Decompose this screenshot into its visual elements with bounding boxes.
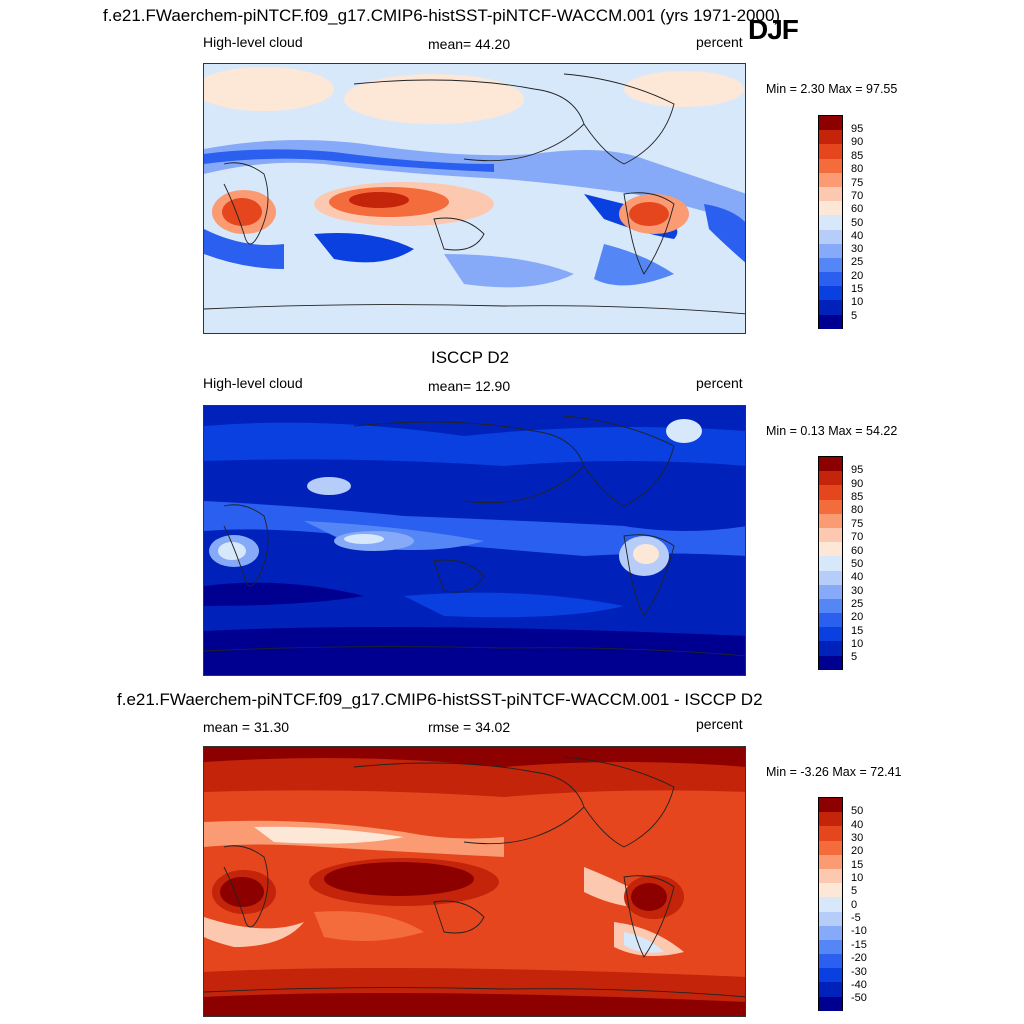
panel3-minmax: Min = -3.26 Max = 72.41 — [766, 765, 902, 779]
panel1-units-label: percent — [696, 34, 743, 50]
panel3-mean-label: mean = 31.30 — [203, 719, 290, 735]
panel1-colorbar-tick: 50 — [851, 217, 864, 229]
panel3-colorbar — [818, 797, 843, 1011]
panel2-colorbar-tick: 30 — [851, 585, 864, 597]
panel2-mean-label: mean= 12.90 — [428, 378, 511, 394]
panel1-colorbar-tick: 5 — [851, 310, 858, 322]
panel1-minmax: Min = 2.30 Max = 97.55 — [766, 82, 898, 96]
panel2-colorbar-tick: 20 — [851, 611, 864, 623]
panel2-colorbar-tick: 85 — [851, 491, 864, 503]
panel2-colorbar-tick: 75 — [851, 518, 864, 530]
panel1-colorbar-tick: 80 — [851, 163, 864, 175]
panel2-colorbar-tick: 15 — [851, 625, 864, 637]
panel3-colorbar-tick: 0 — [851, 899, 858, 911]
panel1-colorbar-tick: 15 — [851, 283, 864, 295]
panel3-colorbar-tick: 15 — [851, 859, 864, 871]
panel1-colorbar-tick: 90 — [851, 136, 864, 148]
panel1-variable-label: High-level cloud — [203, 34, 303, 50]
panel2-map — [203, 405, 746, 676]
panel3-colorbar-tick: 10 — [851, 872, 864, 884]
panel2-title: ISCCP D2 — [431, 348, 510, 367]
panel1-colorbar-tick: 40 — [851, 230, 864, 242]
panel2-colorbar-tick: 60 — [851, 545, 864, 557]
panel3-map — [203, 746, 746, 1017]
panel3-colorbar-tick: 40 — [851, 819, 864, 831]
panel1-mean-label: mean= 44.20 — [428, 36, 511, 52]
panel3-colorbar-tick: -40 — [851, 979, 867, 991]
panel3-colorbar-tick: 5 — [851, 885, 858, 897]
panel2-colorbar-tick: 80 — [851, 504, 864, 516]
panel2-colorbar-tick: 10 — [851, 638, 864, 650]
panel3-colorbar-tick: 30 — [851, 832, 864, 844]
panel1-colorbar-tick: 30 — [851, 243, 864, 255]
panel1-colorbar-tick: 75 — [851, 177, 864, 189]
panel3-colorbar-tick: -15 — [851, 939, 867, 951]
panel3-map-field — [204, 747, 745, 1016]
panel2-colorbar-tick: 5 — [851, 651, 858, 663]
panel1-colorbar-tick: 60 — [851, 203, 864, 215]
panel1-colorbar-tick: 10 — [851, 296, 864, 308]
panel1-colorbar-tick: 95 — [851, 123, 864, 135]
panel1-colorbar-tick: 20 — [851, 270, 864, 282]
panel2-colorbar — [818, 456, 843, 670]
panel2-variable-label: High-level cloud — [203, 375, 303, 391]
panel3-colorbar-tick: -5 — [851, 912, 861, 924]
panel1-map — [203, 63, 746, 334]
panel2-colorbar-tick: 40 — [851, 571, 864, 583]
panel1-title: f.e21.FWaerchem-piNTCF.f09_g17.CMIP6-his… — [103, 6, 781, 25]
panel3-colorbar-tick: -10 — [851, 925, 867, 937]
panel2-colorbar-tick: 50 — [851, 558, 864, 570]
panel2-colorbar-tick: 90 — [851, 478, 864, 490]
season-label: DJF — [748, 14, 799, 45]
panel2-units-label: percent — [696, 375, 743, 391]
panel2-map-field — [204, 406, 745, 675]
panel3-colorbar-tick: -30 — [851, 966, 867, 978]
panel3-colorbar-tick: 50 — [851, 805, 864, 817]
panel2-colorbar-tick: 25 — [851, 598, 864, 610]
panel3-rmse-label: rmse = 34.02 — [428, 719, 511, 735]
panel2-colorbar-tick: 70 — [851, 531, 864, 543]
panel1-map-field — [204, 64, 745, 333]
panel1-colorbar — [818, 115, 843, 329]
panel3-colorbar-tick: -20 — [851, 952, 867, 964]
panel1-colorbar-tick: 25 — [851, 256, 864, 268]
panel3-units-label: percent — [696, 716, 743, 732]
panel2-minmax: Min = 0.13 Max = 54.22 — [766, 424, 898, 438]
panel2-colorbar-tick: 95 — [851, 464, 864, 476]
panel1-colorbar-tick: 85 — [851, 150, 864, 162]
panel3-title: f.e21.FWaerchem-piNTCF.f09_g17.CMIP6-his… — [117, 690, 763, 709]
panel3-colorbar-tick: 20 — [851, 845, 864, 857]
panel3-colorbar-tick: -50 — [851, 992, 867, 1004]
panel1-colorbar-tick: 70 — [851, 190, 864, 202]
